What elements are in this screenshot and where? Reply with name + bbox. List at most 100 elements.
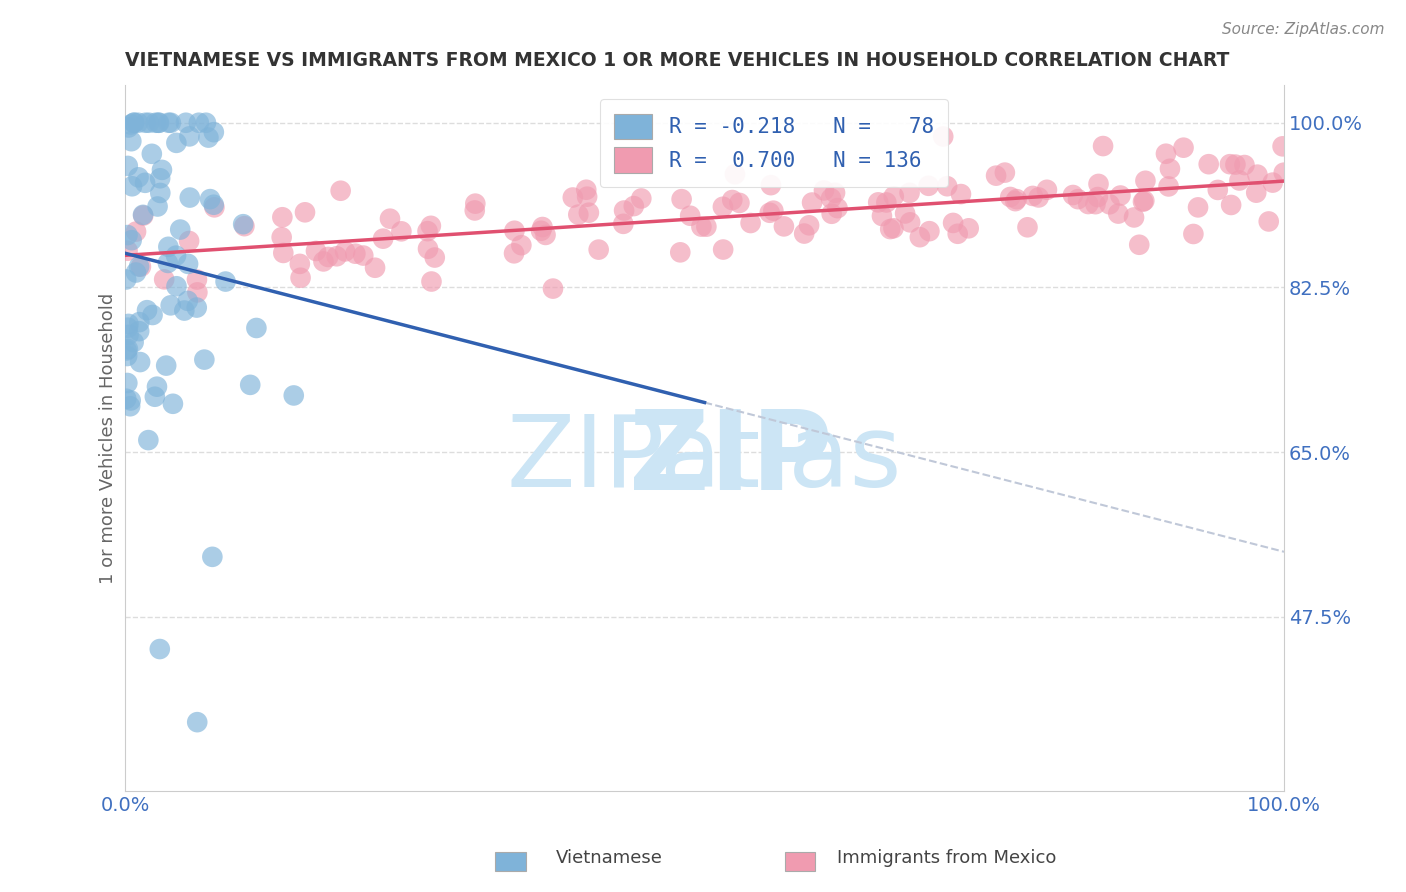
Point	[879, 222, 901, 236]
Point	[127, 116, 149, 130]
Point	[143, 390, 166, 404]
Point	[148, 116, 170, 130]
Point	[613, 203, 636, 218]
Point	[115, 392, 138, 406]
Point	[117, 228, 139, 243]
Point	[813, 183, 835, 197]
Point	[202, 200, 225, 214]
Point	[1092, 139, 1115, 153]
Point	[679, 209, 702, 223]
Point	[288, 257, 311, 271]
Point	[1219, 157, 1241, 171]
Y-axis label: 1 or more Vehicles in Household: 1 or more Vehicles in Household	[100, 293, 117, 583]
Text: VIETNAMESE VS IMMIGRANTS FROM MEXICO 1 OR MORE VEHICLES IN HOUSEHOLD CORRELATION: VIETNAMESE VS IMMIGRANTS FROM MEXICO 1 O…	[125, 51, 1229, 70]
Point	[141, 146, 163, 161]
Point	[165, 136, 187, 150]
Point	[827, 201, 849, 215]
Point	[162, 397, 184, 411]
Point	[153, 272, 176, 286]
Point	[711, 243, 734, 257]
Point	[271, 246, 294, 260]
Point	[186, 301, 208, 315]
Point	[1246, 168, 1268, 182]
Point	[1154, 146, 1177, 161]
Point	[531, 220, 554, 235]
Point	[898, 215, 921, 229]
Point	[194, 116, 217, 130]
Point	[179, 234, 201, 248]
Point	[371, 232, 394, 246]
Point	[1077, 197, 1099, 211]
Point	[1084, 197, 1107, 211]
Point	[121, 233, 143, 247]
Point	[1109, 188, 1132, 202]
Point	[721, 193, 744, 207]
Point	[186, 715, 208, 730]
Point	[793, 227, 815, 241]
Point	[416, 224, 439, 238]
Point	[177, 293, 200, 308]
Point	[1135, 174, 1157, 188]
Point	[758, 206, 780, 220]
Point	[1087, 190, 1109, 204]
Point	[1244, 186, 1267, 200]
Point	[1022, 189, 1045, 203]
Point	[115, 272, 138, 286]
Point	[908, 230, 931, 244]
Point	[882, 221, 904, 235]
Point	[419, 219, 441, 233]
Point	[1206, 183, 1229, 197]
Point	[117, 342, 139, 356]
Point	[202, 198, 225, 212]
Point	[1005, 192, 1028, 206]
Point	[1182, 227, 1205, 241]
Point	[128, 324, 150, 338]
Point	[821, 207, 844, 221]
Point	[724, 167, 747, 181]
Point	[1036, 183, 1059, 197]
Point	[1017, 220, 1039, 235]
Point	[117, 327, 139, 342]
Point	[612, 217, 634, 231]
Text: ZIP: ZIP	[630, 406, 832, 513]
Point	[801, 195, 824, 210]
Point	[157, 116, 180, 130]
Point	[128, 260, 150, 274]
Legend: R = -0.218   N =   78, R =  0.700   N = 136: R = -0.218 N = 78, R = 0.700 N = 136	[600, 99, 948, 187]
Point	[534, 227, 557, 242]
Point	[942, 216, 965, 230]
Point	[128, 315, 150, 329]
Point	[883, 189, 905, 203]
Point	[173, 303, 195, 318]
Point	[1229, 173, 1251, 187]
Point	[283, 388, 305, 402]
Point	[148, 116, 170, 130]
Point	[1261, 176, 1284, 190]
Point	[561, 190, 583, 204]
Point	[762, 203, 785, 218]
Point	[271, 211, 294, 225]
Point	[193, 352, 215, 367]
Point	[134, 176, 156, 190]
Text: Immigrants from Mexico: Immigrants from Mexico	[837, 849, 1056, 867]
Point	[128, 170, 150, 185]
Point	[198, 192, 221, 206]
Point	[1067, 192, 1090, 206]
Point	[423, 251, 446, 265]
Point	[121, 179, 143, 194]
Point	[695, 219, 717, 234]
Point	[797, 219, 820, 233]
Point	[174, 116, 197, 130]
Point	[503, 246, 526, 260]
Point	[1272, 166, 1295, 180]
Point	[115, 349, 138, 363]
Text: Vietnamese: Vietnamese	[555, 849, 662, 867]
Point	[1198, 157, 1220, 171]
Point	[416, 242, 439, 256]
Point	[530, 224, 553, 238]
Point	[690, 219, 713, 234]
Point	[936, 179, 959, 194]
Point	[329, 184, 352, 198]
Point	[1123, 211, 1146, 225]
Point	[179, 129, 201, 144]
